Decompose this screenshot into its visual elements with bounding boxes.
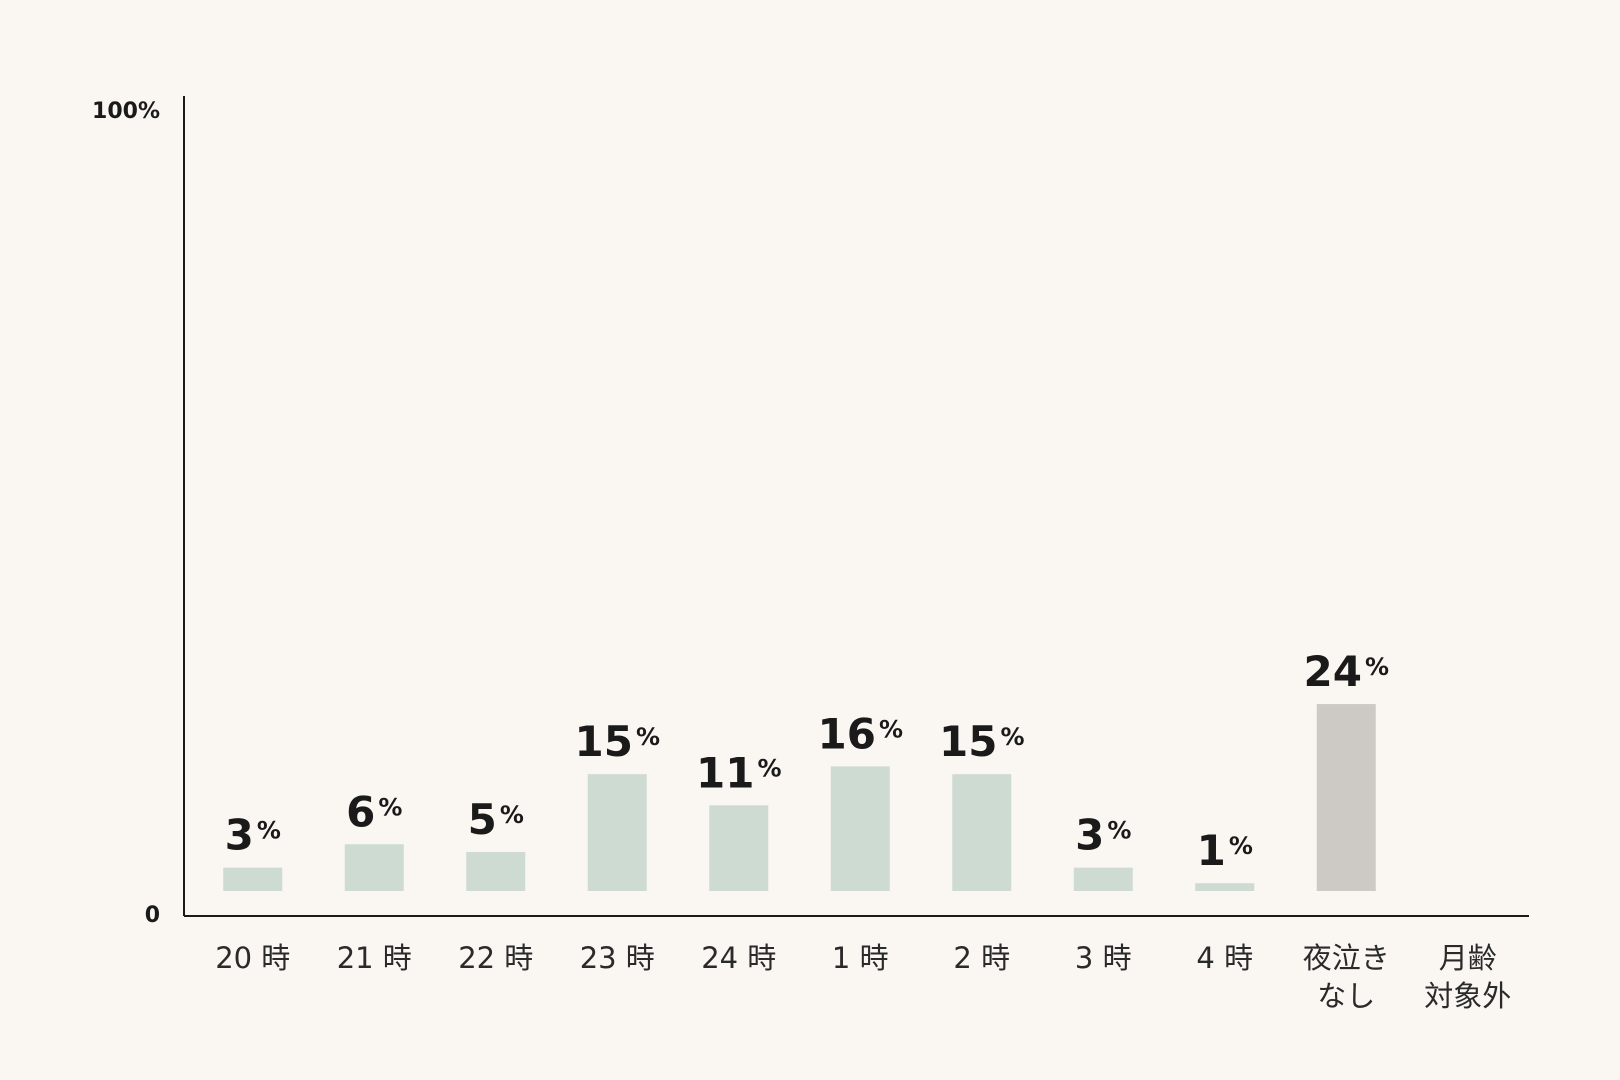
data-label: 3% — [225, 810, 281, 859]
bar — [709, 805, 769, 891]
data-label: 24% — [1304, 647, 1390, 696]
data-label: 15% — [939, 717, 1025, 766]
bar — [344, 844, 404, 891]
data-label: 5% — [468, 795, 524, 844]
x-tick-label: 2 時 — [953, 941, 1010, 975]
bar — [1316, 704, 1376, 891]
data-label: 16% — [818, 709, 904, 758]
x-tick-label: 月齢対象外 — [1424, 941, 1511, 1013]
x-tick-label: 3 時 — [1075, 941, 1132, 975]
bar — [223, 867, 283, 891]
data-label: 15% — [575, 717, 661, 766]
y-tick-label: 100% — [92, 99, 160, 124]
y-tick-label: 0 — [145, 903, 160, 928]
bar — [1073, 867, 1133, 891]
x-tick-label: 24 時 — [701, 941, 776, 975]
data-label: 11% — [696, 748, 782, 797]
x-tick-label: 21 時 — [337, 941, 412, 975]
x-tick-label: 4 時 — [1196, 941, 1253, 975]
bar — [952, 774, 1012, 891]
x-tick-label: 夜泣きなし — [1303, 941, 1390, 1013]
data-label: 3% — [1075, 810, 1131, 859]
x-tick-label: 1 時 — [832, 941, 889, 975]
x-tick-label: 23 時 — [580, 941, 655, 975]
data-label: 6% — [346, 787, 402, 836]
bar — [466, 852, 526, 891]
bar — [587, 774, 647, 891]
bar — [830, 766, 890, 891]
data-label: 1% — [1197, 826, 1253, 875]
bar — [1195, 883, 1255, 891]
x-tick-label: 22 時 — [458, 941, 533, 975]
x-tick-label: 20 時 — [215, 941, 290, 975]
